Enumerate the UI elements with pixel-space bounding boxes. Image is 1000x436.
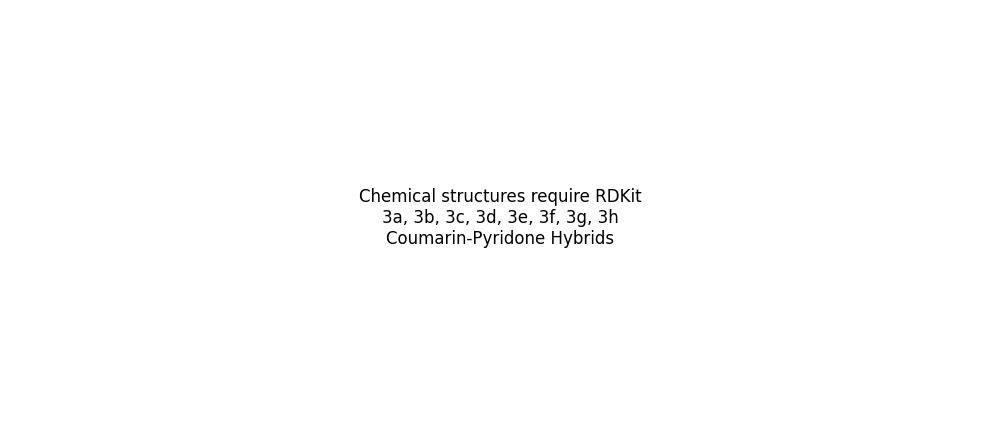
Text: Chemical structures require RDKit
3a, 3b, 3c, 3d, 3e, 3f, 3g, 3h
Coumarin-Pyrido: Chemical structures require RDKit 3a, 3b… (359, 188, 641, 248)
